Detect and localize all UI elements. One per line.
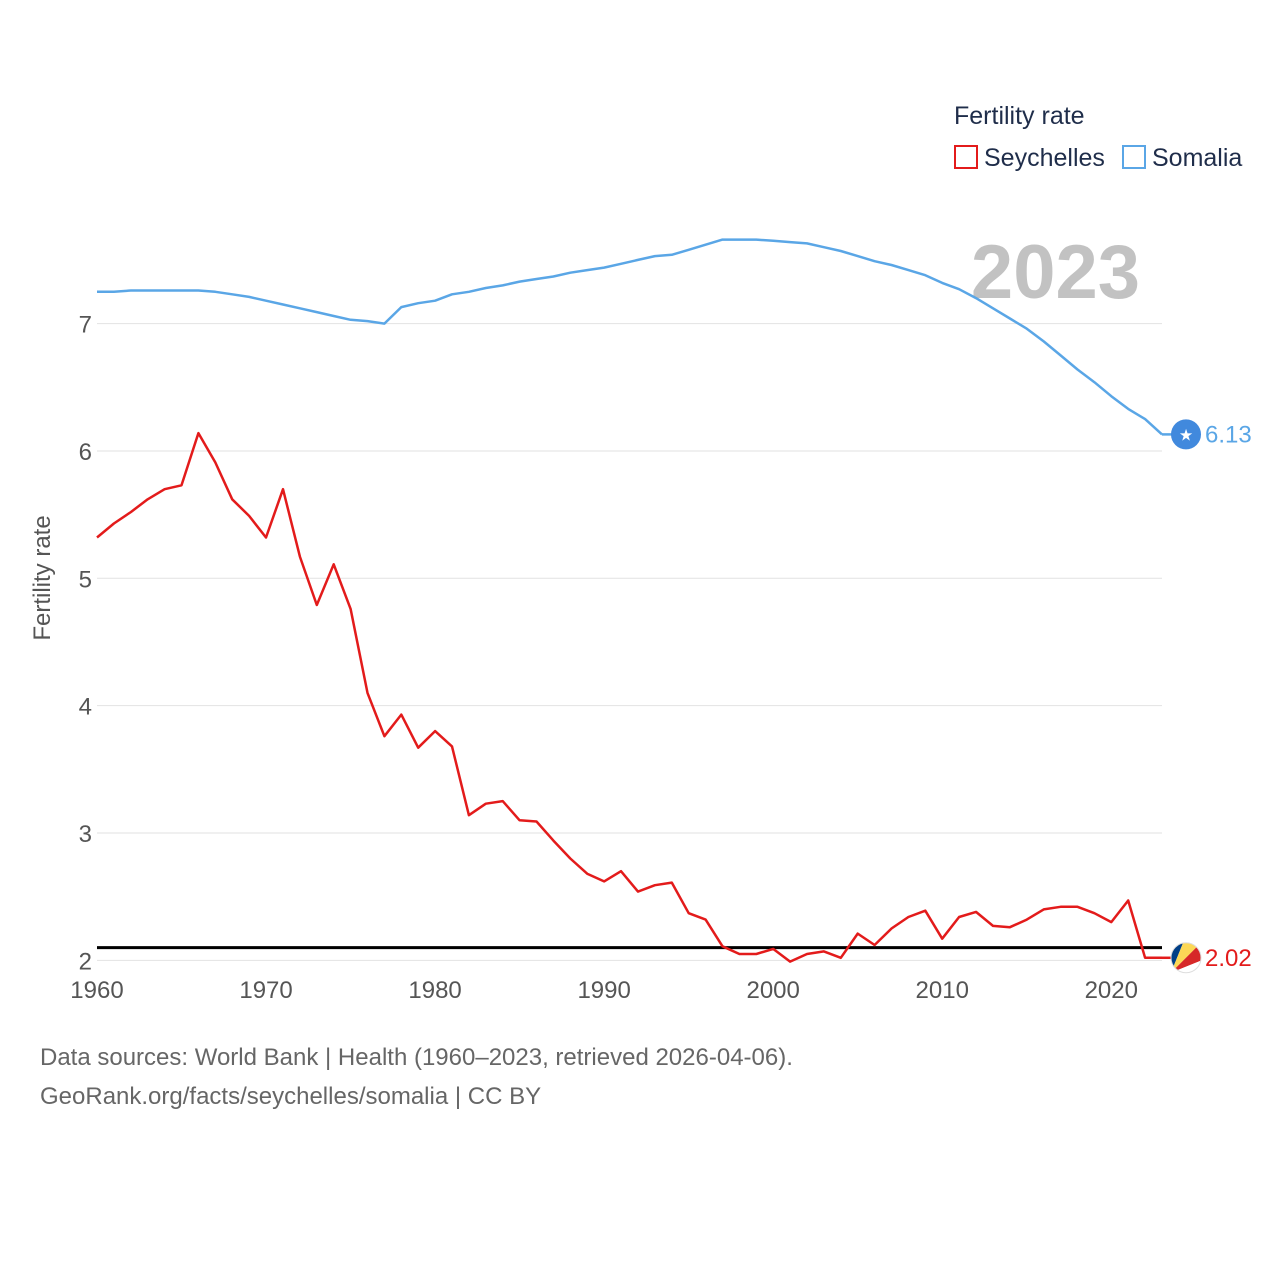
y-tick-label: 7 <box>79 312 92 339</box>
legend-title: Fertility rate <box>954 102 1085 130</box>
footer-data-sources: Data sources: World Bank | Health (1960–… <box>40 1044 793 1071</box>
series-lines <box>96 238 1172 963</box>
series-line-somalia <box>97 238 1163 436</box>
x-tick-label: 2020 <box>1085 977 1138 1004</box>
x-tick-label: 2010 <box>916 977 969 1004</box>
y-axis-title: Fertility rate <box>29 515 56 640</box>
y-tick-label: 3 <box>79 821 92 848</box>
current-year-label: 2023 <box>971 230 1140 315</box>
x-tick-label: 1970 <box>239 977 292 1004</box>
x-tick-label: 1980 <box>408 977 461 1004</box>
y-tick-label: 4 <box>79 694 92 721</box>
y-axis-ticks: 2 3 4 5 6 7 <box>79 312 92 976</box>
y-tick-label: 2 <box>79 948 92 975</box>
somalia-flag-icon: ★ <box>1171 419 1201 450</box>
footer-source-url[interactable]: GeoRank.org/facts/seychelles/somalia | C… <box>40 1083 542 1110</box>
svg-text:★: ★ <box>1179 425 1193 444</box>
x-axis-ticks: 1960 1970 1980 1990 2000 2010 2020 <box>70 977 1138 1004</box>
y-tick-label: 6 <box>79 439 92 466</box>
legend-item-seychelles[interactable]: Seychelles <box>954 144 1105 172</box>
legend-item-somalia[interactable]: Somalia <box>1122 144 1242 172</box>
legend-label-seychelles: Seychelles <box>984 144 1105 172</box>
y-tick-label: 5 <box>79 566 92 593</box>
legend-swatch-seychelles <box>954 145 978 169</box>
x-tick-label: 1960 <box>70 977 123 1004</box>
x-tick-label: 2000 <box>746 977 799 1004</box>
gridlines <box>97 323 1162 961</box>
legend-label-somalia: Somalia <box>1152 144 1242 172</box>
end-value-label-somalia: 6.13 <box>1205 421 1252 448</box>
legend: Fertility rate Seychelles Somalia <box>954 102 1242 172</box>
seychelles-flag-icon <box>1170 942 1202 974</box>
legend-swatch-somalia <box>1122 145 1146 169</box>
x-tick-label: 1990 <box>577 977 630 1004</box>
series-line-seychelles <box>96 431 1162 963</box>
end-value-label-seychelles: 2.02 <box>1205 945 1252 972</box>
series-end-markers: 2.02 ★ 6.13 <box>1170 419 1252 974</box>
